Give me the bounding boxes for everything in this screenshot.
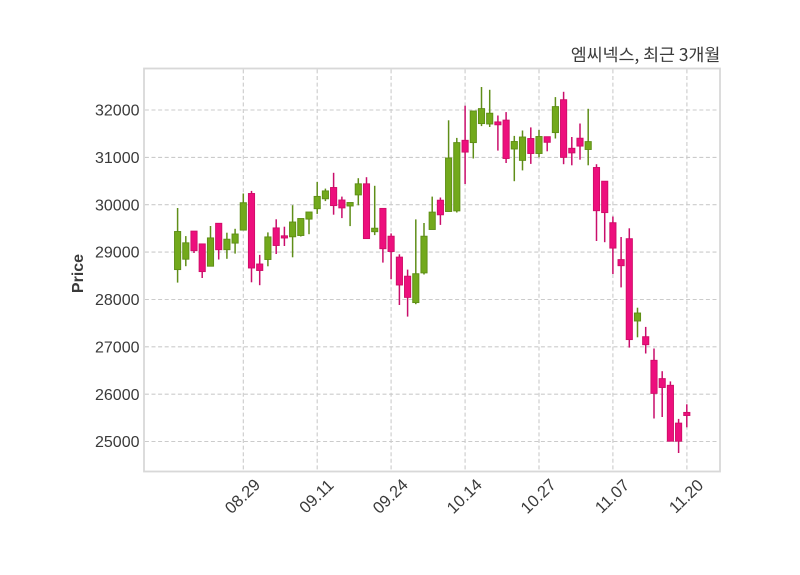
svg-text:27000: 27000 (95, 339, 140, 356)
svg-text:Price: Price (70, 254, 87, 293)
svg-text:28000: 28000 (95, 292, 140, 309)
svg-text:29000: 29000 (95, 245, 140, 262)
svg-text:31000: 31000 (95, 150, 140, 167)
svg-text:25000: 25000 (95, 434, 140, 451)
svg-text:30000: 30000 (95, 197, 140, 214)
svg-text:32000: 32000 (95, 103, 140, 120)
svg-text:26000: 26000 (95, 387, 140, 404)
